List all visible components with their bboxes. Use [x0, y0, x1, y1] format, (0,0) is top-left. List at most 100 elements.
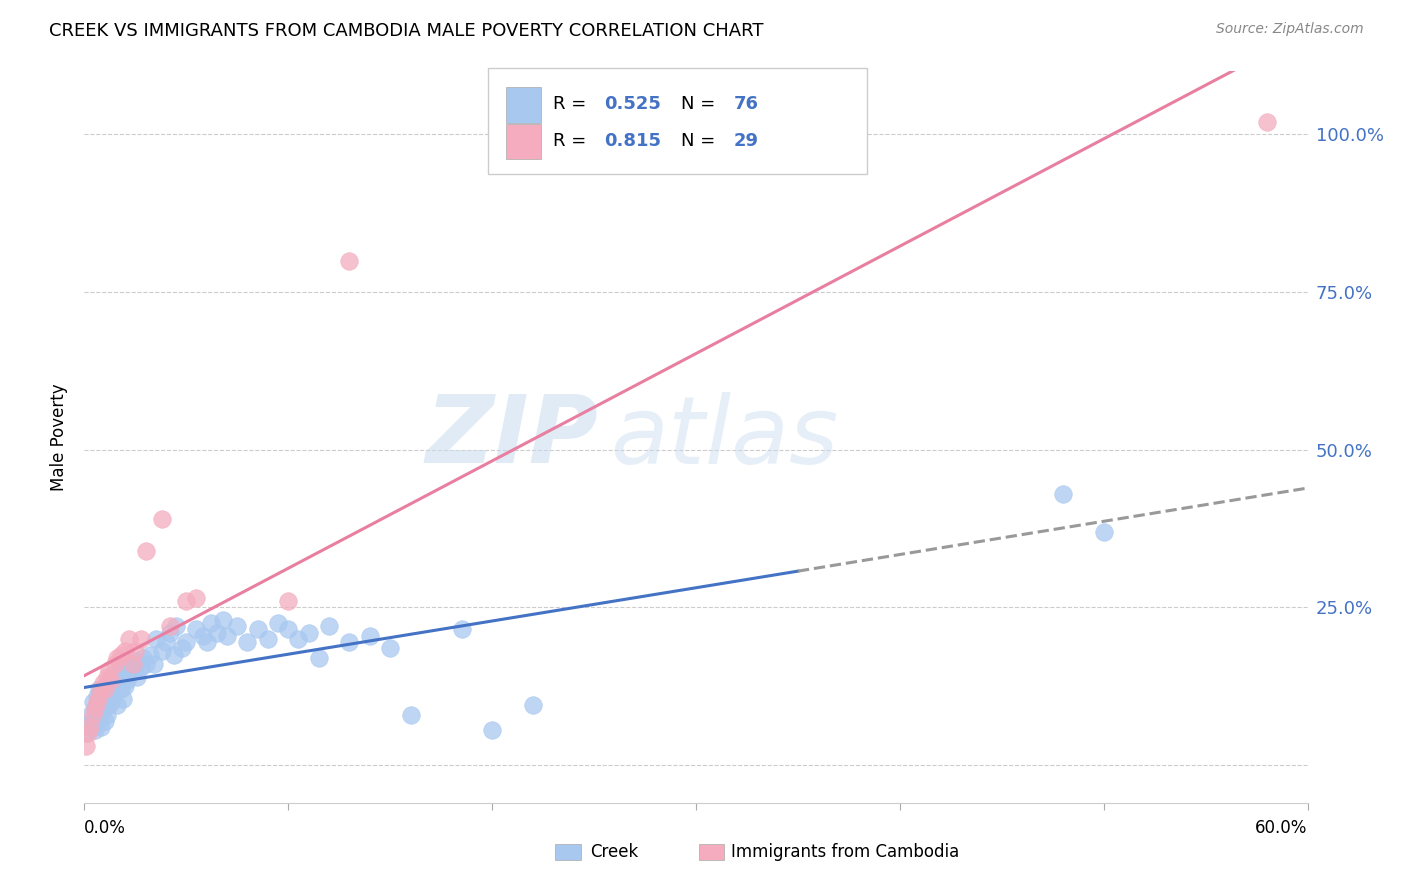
Point: [114, 679, 136, 693]
Point: [83, 723, 105, 738]
Point: [104, 685, 127, 699]
Text: ZIP: ZIP: [425, 391, 598, 483]
Point: [114, 657, 136, 671]
Point: [100, 673, 122, 687]
Point: [450, 623, 472, 637]
Point: [97, 698, 120, 712]
Point: [481, 723, 503, 738]
Point: [101, 689, 124, 703]
Point: [87, 689, 110, 703]
Point: [205, 625, 228, 640]
Point: [79, 707, 101, 722]
Point: [110, 660, 132, 674]
Point: [122, 657, 145, 671]
Point: [159, 619, 181, 633]
Point: [318, 619, 340, 633]
Point: [150, 512, 173, 526]
Point: [131, 632, 153, 646]
Text: Creek: Creek: [591, 843, 638, 861]
Point: [105, 650, 128, 665]
Text: 0.525: 0.525: [605, 95, 661, 113]
Point: [122, 664, 145, 678]
Text: R =: R =: [553, 132, 592, 150]
Point: [308, 650, 330, 665]
FancyBboxPatch shape: [488, 68, 868, 174]
Point: [112, 691, 135, 706]
Point: [1256, 115, 1278, 129]
Point: [82, 720, 104, 734]
Point: [104, 666, 127, 681]
Point: [163, 648, 186, 662]
Point: [93, 682, 115, 697]
Text: CREEK VS IMMIGRANTS FROM CAMBODIA MALE POVERTY CORRELATION CHART: CREEK VS IMMIGRANTS FROM CAMBODIA MALE P…: [49, 22, 763, 40]
Point: [172, 641, 194, 656]
Point: [83, 701, 105, 715]
Point: [118, 632, 141, 646]
Point: [77, 726, 100, 740]
Point: [277, 594, 299, 608]
Point: [108, 676, 131, 690]
Point: [191, 629, 214, 643]
Point: [93, 685, 115, 699]
Text: Immigrants from Cambodia: Immigrants from Cambodia: [731, 843, 959, 861]
Text: N =: N =: [682, 132, 721, 150]
Point: [110, 682, 132, 697]
Point: [236, 635, 259, 649]
Point: [97, 664, 120, 678]
Point: [105, 698, 128, 712]
Point: [87, 682, 110, 697]
Point: [399, 707, 422, 722]
Point: [1052, 487, 1074, 501]
Point: [110, 648, 132, 662]
Text: 60.0%: 60.0%: [1256, 819, 1308, 837]
Text: 29: 29: [734, 132, 759, 150]
FancyBboxPatch shape: [506, 124, 541, 159]
Point: [155, 635, 177, 649]
Point: [132, 650, 155, 665]
Point: [100, 695, 122, 709]
Point: [267, 616, 290, 631]
Point: [174, 594, 197, 608]
Point: [87, 711, 110, 725]
Text: 0.815: 0.815: [605, 132, 661, 150]
Point: [246, 623, 269, 637]
Point: [186, 623, 208, 637]
Point: [124, 654, 146, 668]
Point: [104, 657, 127, 671]
Point: [145, 632, 167, 646]
Point: [86, 689, 108, 703]
Point: [96, 670, 118, 684]
Point: [200, 616, 222, 631]
Point: [359, 629, 381, 643]
Point: [82, 707, 104, 722]
Point: [226, 619, 249, 633]
Point: [131, 660, 153, 674]
Point: [86, 714, 108, 728]
Point: [83, 701, 105, 715]
Point: [93, 714, 115, 728]
Point: [212, 613, 235, 627]
Point: [100, 670, 122, 684]
Point: [142, 657, 165, 671]
Point: [90, 698, 112, 712]
Point: [339, 635, 361, 649]
Point: [91, 705, 114, 719]
Point: [522, 698, 544, 712]
Point: [195, 635, 218, 649]
Point: [114, 644, 136, 658]
Point: [90, 682, 112, 697]
FancyBboxPatch shape: [506, 87, 541, 122]
Text: Source: ZipAtlas.com: Source: ZipAtlas.com: [1216, 22, 1364, 37]
Point: [298, 625, 321, 640]
Point: [115, 673, 138, 687]
Point: [186, 591, 208, 605]
Point: [135, 543, 157, 558]
Text: N =: N =: [682, 95, 721, 113]
Text: 0.0%: 0.0%: [84, 819, 127, 837]
Point: [150, 644, 173, 658]
Point: [165, 619, 187, 633]
Point: [75, 726, 97, 740]
Point: [118, 666, 141, 681]
Point: [174, 635, 197, 649]
Point: [138, 648, 160, 662]
